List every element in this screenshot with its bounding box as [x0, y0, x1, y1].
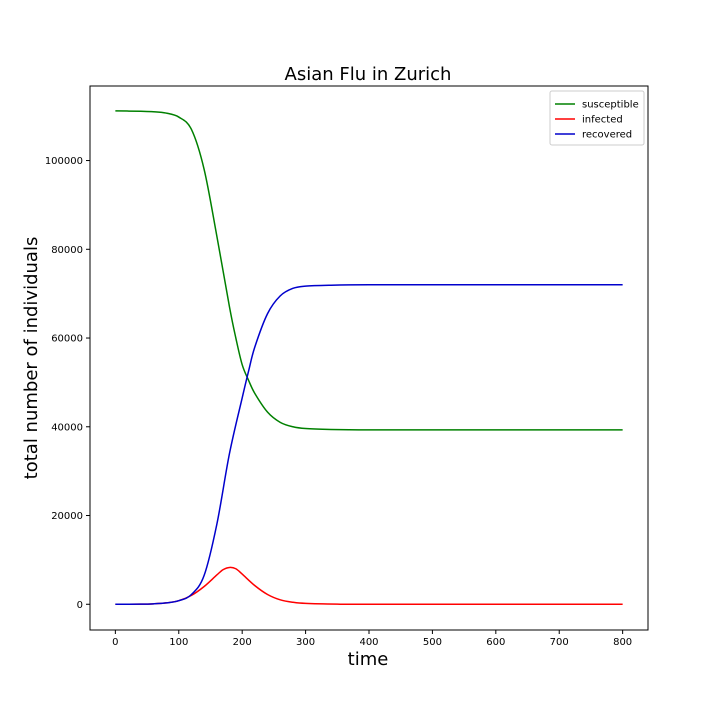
- y-tick-label: 40000: [51, 422, 83, 433]
- series-line-recovered: [115, 284, 623, 606]
- plot-frame: [89, 85, 649, 631]
- x-tick-label: 600: [486, 637, 505, 648]
- x-axis: 0 100 200 300 400 500 600 700 800: [112, 630, 632, 648]
- x-tick-label: 500: [423, 637, 442, 648]
- x-tick-label: 800: [613, 637, 632, 648]
- legend-label-susceptible: susceptible: [582, 100, 639, 111]
- y-tick-label: 100000: [45, 156, 83, 167]
- x-tick-label: 100: [169, 637, 188, 648]
- x-tick-label: 700: [550, 637, 569, 648]
- x-tick-label: 0: [112, 637, 118, 648]
- chart-title: Asian Flu in Zurich: [285, 64, 452, 85]
- legend-label-infected: infected: [582, 115, 623, 126]
- y-axis: 0 20000 40000 60000 80000 100000: [45, 156, 90, 611]
- legend: susceptible infected recovered: [549, 90, 645, 146]
- y-tick-label: 80000: [51, 245, 83, 256]
- y-tick-label: 20000: [51, 511, 83, 522]
- y-tick-label: 60000: [51, 334, 83, 345]
- x-tick-label: 200: [233, 637, 252, 648]
- x-tick-label: 400: [359, 637, 378, 648]
- y-tick-label: 0: [77, 600, 83, 611]
- series-line-susceptible: [115, 110, 623, 431]
- legend-label-recovered: recovered: [582, 130, 632, 141]
- x-axis-title: time: [348, 649, 389, 670]
- series-lines: [115, 110, 623, 606]
- x-tick-label: 300: [296, 637, 315, 648]
- y-axis-title: total number of individuals: [21, 237, 42, 480]
